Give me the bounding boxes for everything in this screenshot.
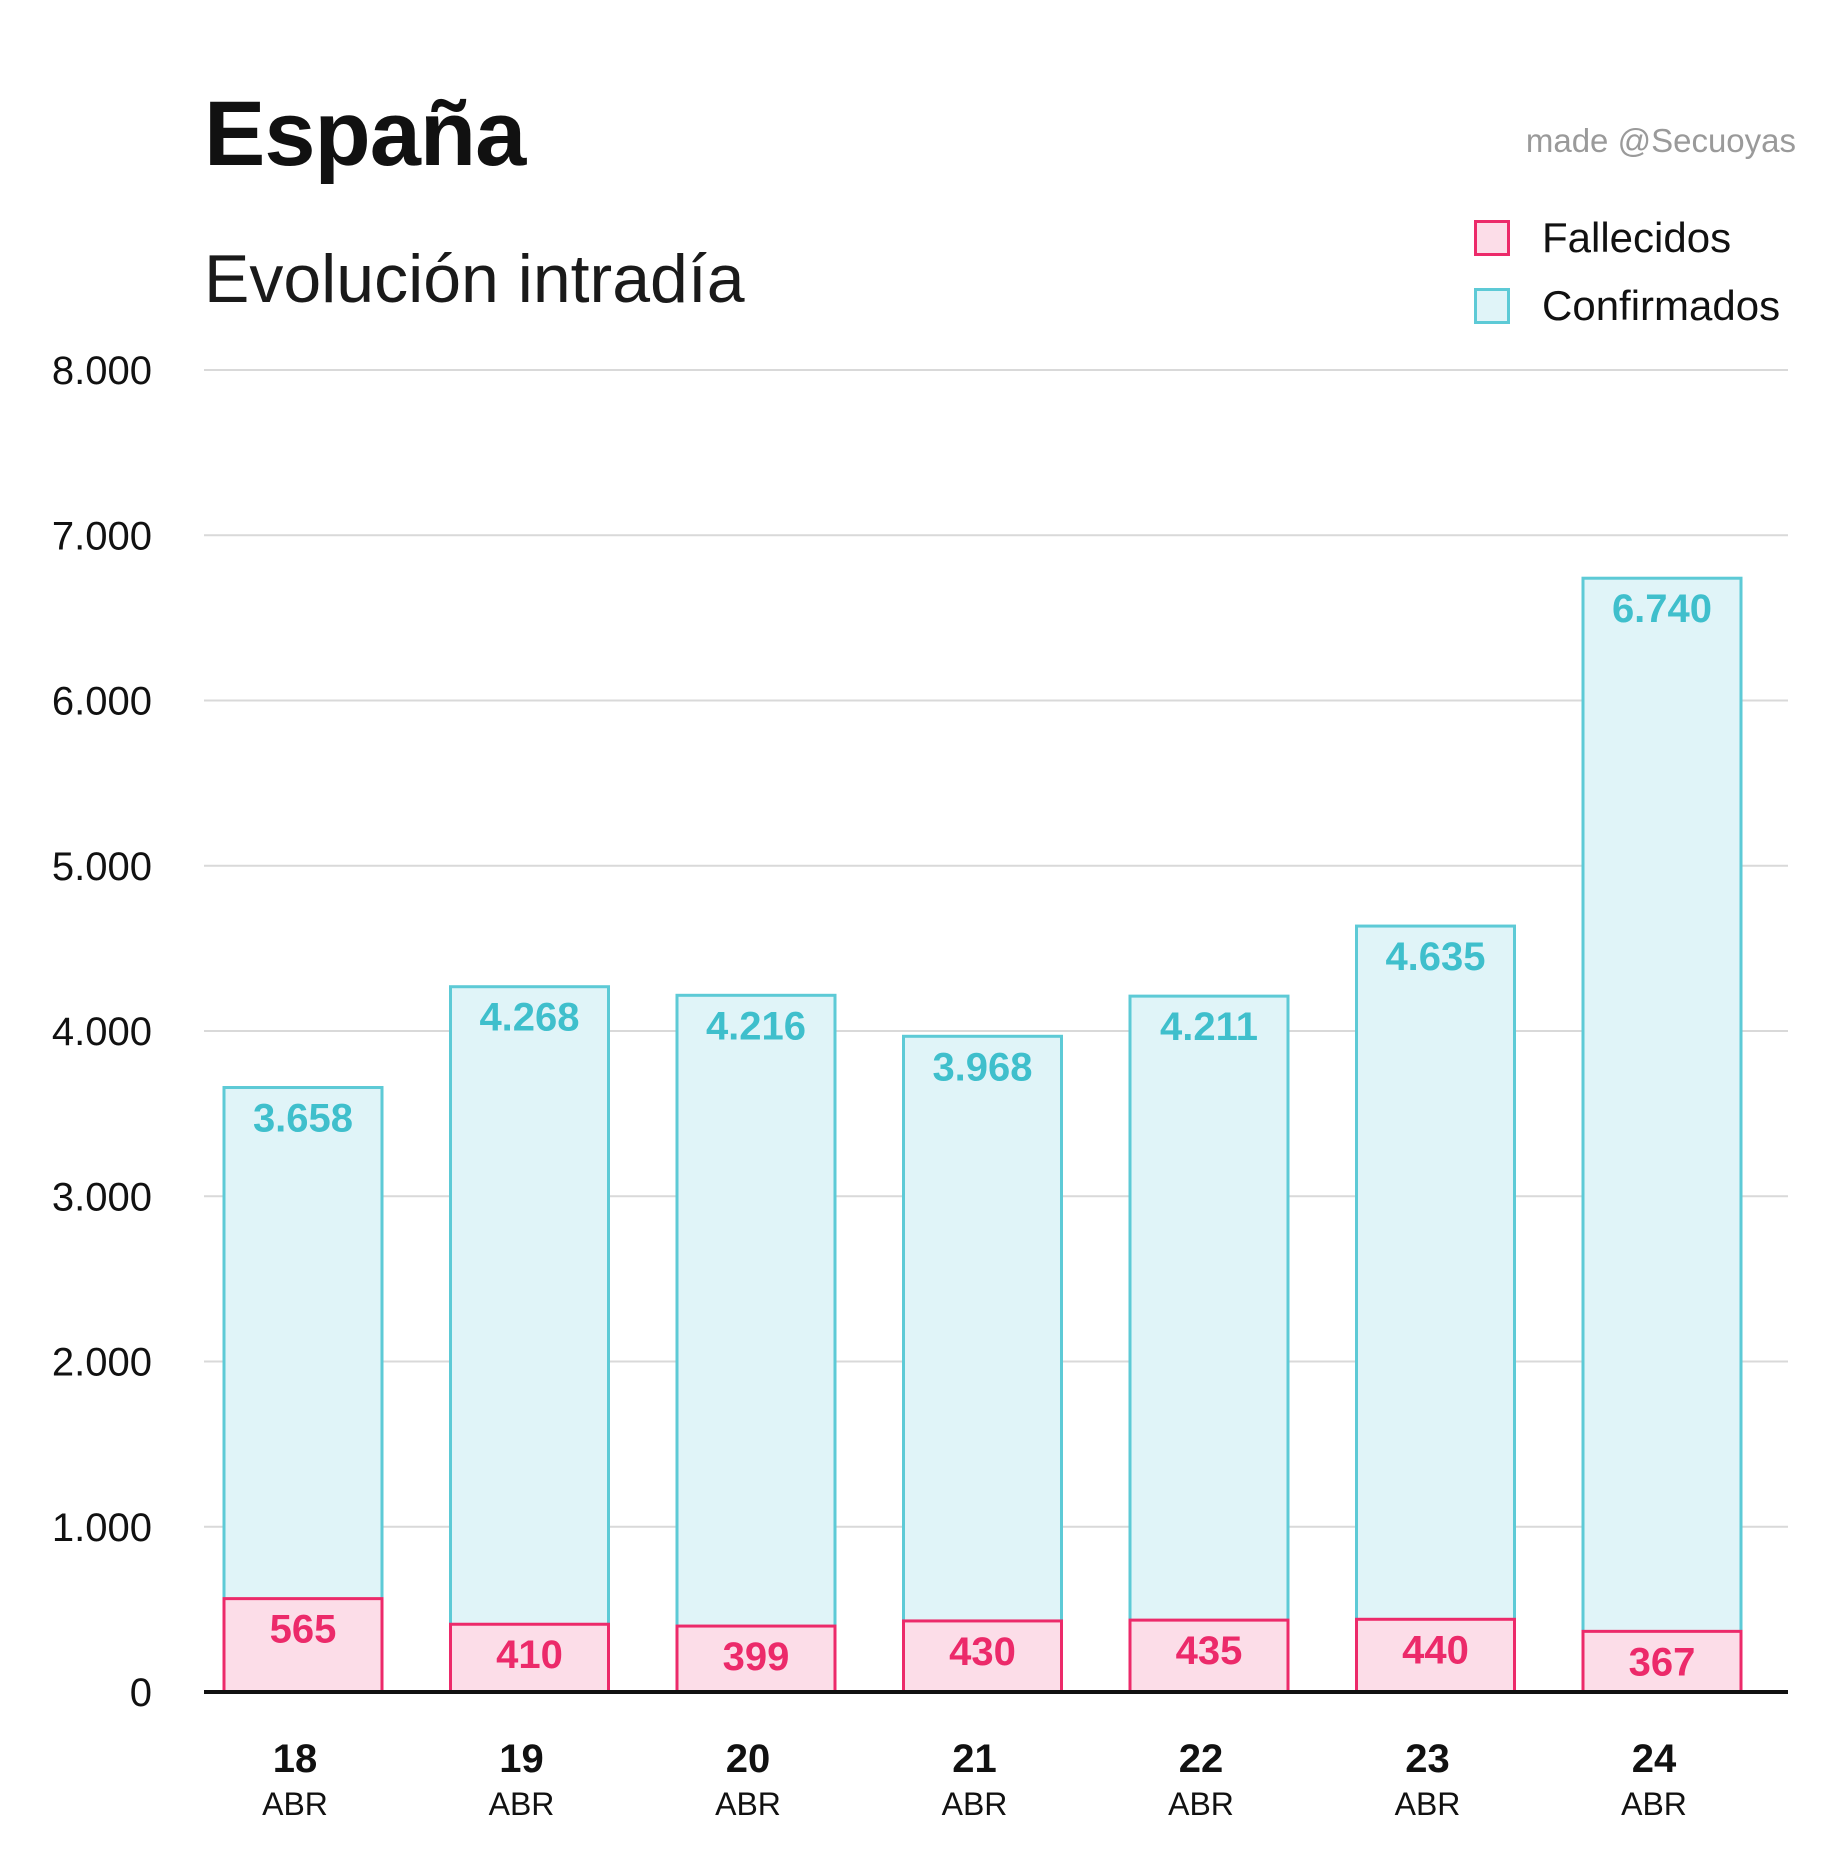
y-tick-label: 3.000 bbox=[52, 1175, 152, 1219]
legend-label-fallecidos: Fallecidos bbox=[1542, 214, 1732, 261]
bar-confirmados bbox=[1355, 924, 1516, 1694]
x-tick-month: ABR bbox=[1168, 1786, 1234, 1822]
x-tick-day: 18 bbox=[273, 1737, 318, 1781]
bar-confirmados bbox=[902, 1034, 1063, 1694]
x-tick-month: ABR bbox=[715, 1786, 781, 1822]
data-label-confirmados: 6.740 bbox=[1612, 587, 1712, 631]
legend-swatch-confirmados bbox=[1474, 288, 1510, 324]
bar-fallecidos bbox=[902, 1619, 1063, 1694]
x-tick-month: ABR bbox=[1621, 1786, 1687, 1822]
bar-fallecidos bbox=[675, 1624, 837, 1694]
bar-confirmados bbox=[222, 1086, 384, 1694]
chart-title: España bbox=[204, 83, 526, 185]
x-tick-month: ABR bbox=[489, 1786, 555, 1822]
data-label-confirmados: 3.658 bbox=[253, 1097, 353, 1141]
data-label-fallecidos: 430 bbox=[949, 1630, 1016, 1674]
bar-fallecidos bbox=[222, 1597, 384, 1694]
x-tick-month: ABR bbox=[942, 1786, 1008, 1822]
y-tick-label: 2.000 bbox=[52, 1341, 152, 1385]
credit-text: made @Secuoyas bbox=[1525, 122, 1796, 159]
data-label-fallecidos: 410 bbox=[496, 1633, 563, 1677]
y-tick-label: 5.000 bbox=[52, 845, 152, 889]
bar-confirmados bbox=[1128, 994, 1290, 1694]
data-label-confirmados: 4.211 bbox=[1160, 1005, 1258, 1049]
x-tick-day: 20 bbox=[726, 1737, 771, 1781]
x-tick-month: ABR bbox=[262, 1786, 328, 1822]
bar-confirmados bbox=[1581, 576, 1743, 1694]
legend-swatch-fallecidos bbox=[1474, 220, 1510, 256]
y-tick-label: 4.000 bbox=[52, 1010, 152, 1054]
y-tick-label: 8.000 bbox=[52, 349, 152, 393]
chart-subtitle: Evolución intradía bbox=[204, 241, 745, 317]
legend-item-confirmados: Confirmados bbox=[1474, 272, 1780, 340]
y-tick-label: 6.000 bbox=[52, 680, 152, 724]
data-label-confirmados: 4.216 bbox=[706, 1004, 806, 1048]
data-label-fallecidos: 367 bbox=[1629, 1640, 1696, 1684]
data-label-confirmados: 4.268 bbox=[479, 996, 579, 1040]
y-tick-label: 0 bbox=[130, 1671, 152, 1715]
bar-confirmados bbox=[449, 985, 610, 1694]
bar-fallecidos bbox=[1355, 1617, 1516, 1694]
x-tick-day: 21 bbox=[952, 1737, 997, 1781]
bar-confirmados bbox=[675, 993, 837, 1694]
legend: Fallecidos Confirmados bbox=[1474, 204, 1780, 340]
x-tick-day: 19 bbox=[499, 1737, 544, 1781]
legend-label-confirmados: Confirmados bbox=[1542, 282, 1781, 329]
bar-fallecidos bbox=[1581, 1629, 1743, 1694]
x-tick-month: ABR bbox=[1395, 1786, 1461, 1822]
data-label-fallecidos: 440 bbox=[1402, 1628, 1469, 1672]
data-label-fallecidos: 435 bbox=[1176, 1629, 1243, 1673]
data-label-confirmados: 4.635 bbox=[1385, 935, 1485, 979]
legend-item-fallecidos: Fallecidos bbox=[1474, 204, 1780, 272]
y-tick-label: 1.000 bbox=[52, 1506, 152, 1550]
data-label-fallecidos: 565 bbox=[270, 1608, 337, 1652]
x-tick-day: 23 bbox=[1405, 1737, 1450, 1781]
x-tick-day: 22 bbox=[1179, 1737, 1224, 1781]
x-tick-day: 24 bbox=[1632, 1737, 1677, 1781]
data-label-fallecidos: 399 bbox=[723, 1635, 790, 1679]
y-tick-label: 7.000 bbox=[52, 514, 152, 558]
data-label-confirmados: 3.968 bbox=[932, 1045, 1032, 1089]
